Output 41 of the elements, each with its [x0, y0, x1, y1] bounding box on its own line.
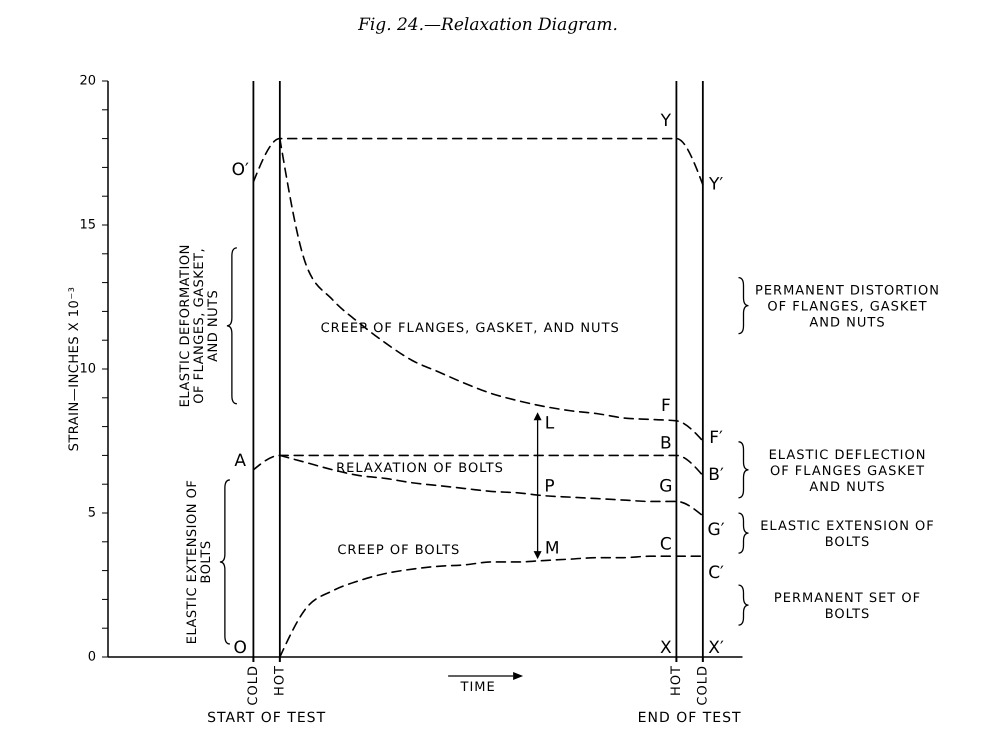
y-tick-label: 5	[88, 506, 96, 521]
text: PERMANENT DISTORTION OF FLANGES, GASKET AND NUTS	[754, 284, 940, 331]
annotation: ELASTIC DEFORMATION OF FLANGES, GASKET, AND NUTS	[178, 244, 221, 408]
annotation: L	[544, 413, 555, 434]
x-tick-label: COLD	[246, 665, 261, 706]
annotation: Y′	[708, 174, 724, 194]
annotation: RELAXATION OF BOLTS	[336, 460, 504, 476]
annotation: O′	[232, 160, 249, 180]
annotation: G	[659, 476, 672, 497]
chart-title: Fig. 24.—Relaxation Diagram.	[357, 15, 618, 35]
annotation: F	[660, 396, 671, 416]
y-tick-label: 20	[79, 74, 96, 89]
text: ELASTIC DEFLECTION OF FLANGES GASKET AND NUTS	[768, 448, 926, 495]
annotation: C′	[708, 563, 724, 584]
text: ELASTIC EXTENSION OF BOLTS	[760, 519, 935, 550]
annotation: C	[660, 534, 672, 554]
annotation: P	[544, 476, 555, 497]
annotation: A	[234, 450, 246, 471]
annotation: F′	[709, 428, 724, 448]
annotation: CREEP OF BOLTS	[337, 542, 460, 558]
annotation: B	[660, 434, 672, 454]
annotation: O	[233, 638, 247, 658]
annotation: CREEP OF FLANGES, GASKET, AND NUTS	[320, 321, 620, 336]
annotation: X′	[708, 638, 724, 658]
text: END OF TEST	[638, 710, 742, 726]
y-tick-label: 0	[88, 650, 96, 665]
annotation: B′	[708, 465, 724, 486]
annotation: M	[544, 538, 560, 559]
y-tick-label: 10	[79, 362, 96, 377]
annotation: Y	[660, 110, 672, 131]
x-tick-label: HOT	[668, 665, 684, 696]
annotation: G′	[708, 520, 725, 540]
x-tick-label: COLD	[695, 665, 710, 706]
text: PERMANENT SET OF BOLTS	[774, 591, 922, 622]
y-axis-title: STRAIN—INCHES X 10⁻³	[67, 286, 82, 452]
annotation: ELASTIC EXTENSION OF BOLTS	[184, 480, 214, 644]
text: START OF TEST	[207, 710, 326, 726]
x-tick-label: HOT	[272, 665, 288, 696]
y-tick-label: 15	[79, 218, 96, 233]
annotation: X	[660, 638, 672, 658]
x-axis-title: TIME	[460, 680, 496, 695]
